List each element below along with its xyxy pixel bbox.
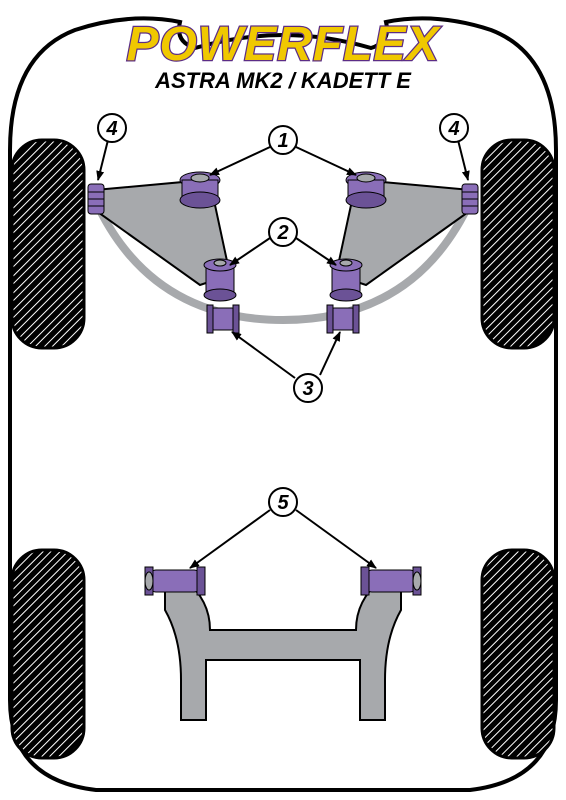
arrow-2-left [230, 238, 270, 265]
rear-beam [165, 580, 401, 720]
bush-4-right [462, 184, 478, 214]
bush-5-right [361, 567, 421, 595]
svg-text:4: 4 [447, 118, 459, 140]
callout-2: 2 [269, 218, 297, 246]
bush-1-right [346, 172, 386, 208]
bush-1-left [180, 172, 220, 208]
callout-4-left: 4 [98, 114, 126, 142]
subtitle: ASTRA MK2 / KADETT E [154, 68, 412, 93]
arrow-4-left [98, 140, 108, 180]
tyre-front-right [482, 140, 554, 348]
bush-5-left [145, 567, 205, 595]
arrow-5-left [190, 510, 270, 568]
diagram-root: 1 2 3 4 4 5 POWERFLEX ASTRA MK2 / KADETT… [0, 0, 566, 800]
arrow-5-right [296, 510, 376, 568]
brand-logo: POWERFLEX [126, 18, 441, 71]
callout-1: 1 [269, 126, 297, 154]
svg-text:2: 2 [276, 222, 288, 244]
callout-5: 5 [269, 488, 297, 516]
tyre-rear-left [12, 550, 84, 758]
svg-text:5: 5 [277, 492, 289, 514]
bush-4-left [88, 184, 104, 214]
arrow-4-right [458, 140, 468, 180]
arrow-1-left [210, 147, 270, 175]
callout-3: 3 [294, 374, 322, 402]
tyre-rear-right [482, 550, 554, 758]
callout-4-right: 4 [440, 114, 468, 142]
arrow-1-right [296, 147, 356, 175]
bush-3-left [207, 305, 239, 333]
svg-text:1: 1 [277, 130, 288, 152]
arrow-2-right [296, 238, 336, 265]
bush-3-right [327, 305, 359, 333]
svg-text:3: 3 [302, 378, 313, 400]
svg-text:4: 4 [105, 118, 117, 140]
arrow-3-left [232, 332, 295, 378]
tyre-front-left [12, 140, 84, 348]
arrow-3-right [320, 332, 340, 375]
